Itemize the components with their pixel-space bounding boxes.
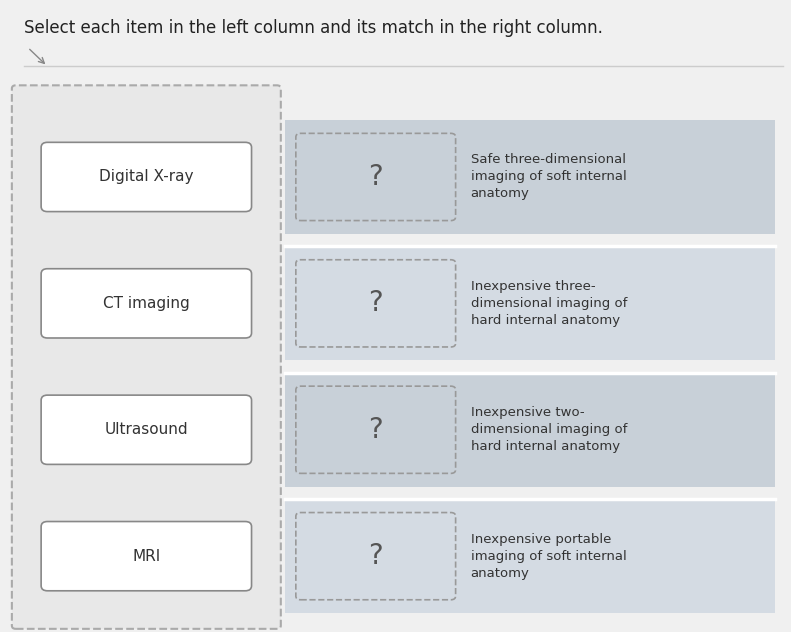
Text: CT imaging: CT imaging (103, 296, 190, 311)
Text: ?: ? (369, 416, 383, 444)
Text: Inexpensive two-
dimensional imaging of
hard internal anatomy: Inexpensive two- dimensional imaging of … (471, 406, 627, 453)
Bar (285, 373, 775, 487)
Text: Ultrasound: Ultrasound (104, 422, 188, 437)
Bar (285, 246, 775, 360)
Bar (285, 499, 775, 613)
FancyBboxPatch shape (41, 142, 252, 212)
Text: ?: ? (369, 163, 383, 191)
Text: MRI: MRI (132, 549, 161, 564)
FancyBboxPatch shape (41, 521, 252, 591)
FancyBboxPatch shape (41, 269, 252, 338)
Text: Digital X-ray: Digital X-ray (99, 169, 194, 185)
FancyBboxPatch shape (296, 386, 456, 473)
FancyBboxPatch shape (296, 513, 456, 600)
Text: Safe three-dimensional
imaging of soft internal
anatomy: Safe three-dimensional imaging of soft i… (471, 154, 626, 200)
Text: ?: ? (369, 289, 383, 317)
FancyBboxPatch shape (296, 133, 456, 221)
Text: Inexpensive portable
imaging of soft internal
anatomy: Inexpensive portable imaging of soft int… (471, 533, 626, 580)
Text: ?: ? (369, 542, 383, 570)
Text: Select each item in the left column and its match in the right column.: Select each item in the left column and … (24, 19, 603, 37)
Bar (285, 120, 775, 234)
FancyBboxPatch shape (296, 260, 456, 347)
FancyBboxPatch shape (41, 395, 252, 465)
FancyBboxPatch shape (12, 85, 281, 629)
Text: Inexpensive three-
dimensional imaging of
hard internal anatomy: Inexpensive three- dimensional imaging o… (471, 280, 627, 327)
